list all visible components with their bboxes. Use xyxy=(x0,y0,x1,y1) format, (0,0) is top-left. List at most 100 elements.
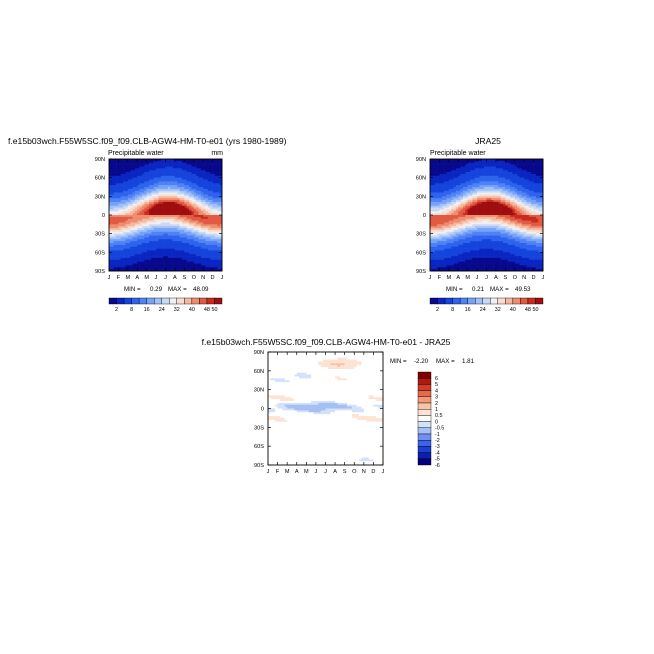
field-cell xyxy=(441,183,445,186)
field-cell xyxy=(203,213,206,216)
field-cell xyxy=(130,160,133,164)
field-cell xyxy=(481,160,485,164)
field-cell xyxy=(186,198,190,201)
field-cell xyxy=(217,265,220,268)
field-cell xyxy=(444,235,447,238)
field-cell xyxy=(172,248,176,251)
field-cell xyxy=(437,159,440,162)
field-cell xyxy=(156,201,159,205)
field-cell xyxy=(109,269,112,272)
field-cell xyxy=(191,192,195,195)
field-cell xyxy=(191,231,195,234)
field-cell xyxy=(196,233,199,236)
field-cell xyxy=(535,162,539,165)
field-cell xyxy=(488,201,492,205)
field-cell xyxy=(127,222,131,225)
field-cell xyxy=(203,228,206,231)
field-cell xyxy=(125,200,129,203)
field-cell xyxy=(491,175,494,178)
field-cell xyxy=(512,216,516,220)
field-cell xyxy=(156,233,159,236)
field-cell xyxy=(160,239,164,242)
field-cell xyxy=(455,166,459,169)
field-cell xyxy=(205,170,209,173)
field-cell xyxy=(198,226,202,229)
field-cell xyxy=(205,209,209,212)
field-cell xyxy=(528,215,532,218)
field-cell xyxy=(127,256,131,259)
field-cell xyxy=(172,179,176,182)
field-cell xyxy=(205,201,209,205)
field-cell xyxy=(517,188,520,192)
field-cell xyxy=(210,220,213,223)
field-cell xyxy=(203,203,206,206)
field-cell xyxy=(538,170,541,173)
field-cell xyxy=(462,228,466,231)
field-cell xyxy=(165,259,169,262)
field-cell xyxy=(109,224,112,227)
field-cell xyxy=(528,196,532,199)
field-cell xyxy=(441,209,445,212)
field-cell xyxy=(210,259,213,262)
field-cell xyxy=(172,233,176,236)
field-cell xyxy=(493,218,497,221)
field-cell xyxy=(125,196,129,199)
field-cell xyxy=(472,172,476,175)
field-cell xyxy=(191,190,195,193)
field-cell xyxy=(486,168,490,171)
field-cell xyxy=(517,224,520,227)
field-cell xyxy=(535,218,539,221)
field-cell xyxy=(441,160,445,164)
field-cell xyxy=(526,229,530,233)
field-cell xyxy=(203,239,206,242)
field-cell xyxy=(477,207,480,210)
field-cell xyxy=(141,181,145,184)
field-cell xyxy=(186,231,190,234)
field-cell xyxy=(460,187,464,190)
field-cell xyxy=(502,181,506,184)
field-cell xyxy=(170,246,173,249)
field-cell xyxy=(441,166,445,169)
field-cell xyxy=(217,218,220,221)
field-cell xyxy=(439,205,443,208)
field-cell xyxy=(134,159,138,162)
field-cell xyxy=(493,229,497,233)
field-cell xyxy=(203,207,206,210)
field-cell xyxy=(538,233,541,236)
field-cell xyxy=(528,198,532,201)
field-cell xyxy=(453,222,457,225)
field-cell xyxy=(203,226,206,229)
field-cell xyxy=(510,185,513,188)
field-cell xyxy=(113,159,117,162)
field-cell xyxy=(200,226,204,229)
field-cell xyxy=(488,222,492,225)
field-cell xyxy=(219,166,223,169)
field-cell xyxy=(127,246,131,249)
field-cell xyxy=(493,228,497,231)
field-cell xyxy=(526,222,530,225)
field-cell xyxy=(191,168,195,171)
field-cell xyxy=(137,187,140,190)
field-cell xyxy=(510,179,513,182)
field-cell xyxy=(444,166,447,169)
field-cell xyxy=(137,248,140,251)
field-cell xyxy=(521,201,525,205)
field-cell xyxy=(151,229,155,233)
y-tick-label: 60S xyxy=(95,250,105,256)
field-cell xyxy=(179,190,183,193)
field-cell xyxy=(484,218,487,221)
field-cell xyxy=(184,183,187,186)
field-cell xyxy=(174,159,178,162)
field-cell xyxy=(493,192,497,195)
field-cell xyxy=(172,175,176,178)
colorbar-box xyxy=(153,297,162,305)
field-cell xyxy=(460,179,464,182)
field-cell xyxy=(191,164,195,167)
field-cell xyxy=(519,160,523,164)
field-cell xyxy=(163,192,166,195)
field-cell xyxy=(448,162,452,165)
field-cell xyxy=(495,183,499,186)
field-cell xyxy=(219,248,223,251)
field-cell xyxy=(127,159,131,162)
field-cell xyxy=(524,162,527,165)
